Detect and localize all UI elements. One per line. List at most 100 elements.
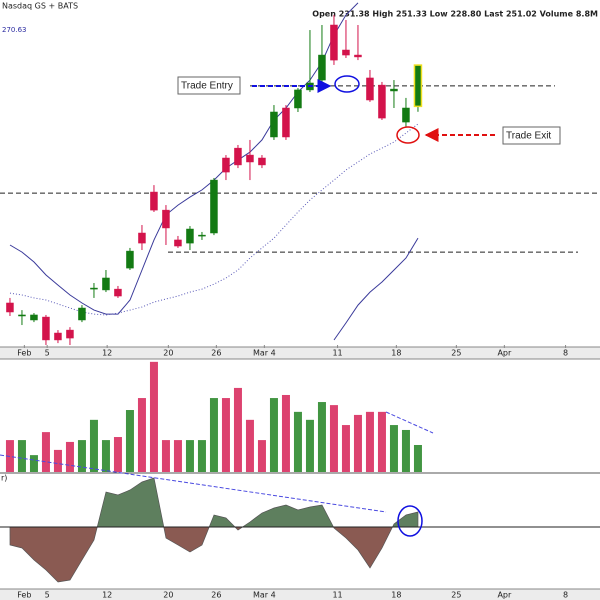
x-tick-label: 20 [163,349,173,358]
volume-bar [113,437,122,472]
volume-bar [101,440,110,472]
candle-body [42,316,50,341]
candle-body [150,191,158,211]
volume-bar [401,429,410,472]
volume-bar [173,440,182,472]
annotation: Trade Entry [181,81,233,92]
candle-body [102,277,110,291]
candle-body [162,209,170,229]
highlight-ellipse [397,505,423,537]
candle-body [402,107,410,123]
moving-average [333,237,419,341]
candle-body [366,77,374,101]
x-tick-label: Mar 4 [253,591,276,600]
candle-body [78,307,86,321]
candle-body [114,288,122,297]
volume-bar [89,419,98,472]
candle-body [138,232,146,244]
candle-body [318,54,326,81]
indicator-label: r) [1,474,7,483]
candle-body [342,49,350,56]
volume-bar [221,398,230,472]
volume-bar [317,402,326,472]
volume-bar [365,411,374,472]
volume-bar [77,440,86,472]
volume-bar [137,398,146,472]
volume-bar [41,432,50,472]
volume-bar [209,398,218,472]
candle-body [126,250,134,269]
candle-body [234,147,242,166]
x-tick-label: 8 [563,349,568,358]
x-tick-label: 11 [332,591,342,600]
candle-body [90,287,98,290]
annotation-box [177,76,241,95]
x-tick-label: 25 [451,349,461,358]
volume-bar [293,411,302,472]
x-tick-label: Feb [17,349,31,358]
volume-bar [161,440,170,472]
x-tick-label: 5 [45,591,50,600]
volume-bar [389,425,398,472]
candle-body [210,179,218,234]
candle-body [413,64,423,108]
candle-body [186,228,194,244]
axis-band [0,347,600,359]
exchange-label: Nasdaq GS + BATS [2,2,78,11]
volume-bar [257,440,266,472]
annotation: Trade Exit [506,131,551,142]
x-tick-label: 18 [391,591,401,600]
volume-bar [185,440,194,472]
volume-bar [233,387,242,472]
x-tick-label: 11 [332,349,342,358]
x-tick-label: 12 [102,349,112,358]
highlight-ellipse [334,75,360,93]
candle-body [270,111,278,138]
candle-body [18,314,26,317]
candle-body [54,332,62,341]
x-tick-label: 26 [211,349,221,358]
volume-bar [353,414,362,472]
trend-line [385,411,434,434]
x-tick-label: 18 [391,349,401,358]
x-tick-label: 20 [163,591,173,600]
candle-body [294,89,302,109]
annotation-box [502,126,561,145]
candle-body [330,24,338,61]
volume-bar [413,444,422,472]
volume-bar [29,455,38,472]
volume-bar [125,410,134,472]
ohlc-header: Open 231.38 High 251.33 Low 228.80 Last … [312,10,598,19]
volume-bar [341,425,350,472]
candle-body [390,88,398,92]
candle-body [258,157,266,166]
candle-body [198,234,206,237]
volume-bar [305,419,314,472]
x-tick-label: 5 [45,349,50,358]
volume-bar [197,440,206,472]
x-tick-label: Apr [497,591,512,600]
x-tick-label: 25 [451,591,461,600]
volume-bar [53,449,62,472]
candle-body [174,239,182,247]
x-tick-label: 26 [211,591,221,600]
candle-body [30,314,38,321]
x-tick-label: Feb [17,591,31,600]
candle-body [66,329,74,339]
candle-body [282,107,290,138]
moving-average [9,2,359,315]
volume-bar [269,398,278,472]
oscillator-area [9,477,419,583]
x-tick-label: Apr [497,349,512,358]
axis-band [0,589,600,600]
candle-body [246,154,254,163]
volume-bar [65,441,74,472]
trend-line [0,454,387,513]
x-tick-label: Mar 4 [253,349,276,358]
candle-body [222,157,230,173]
x-tick-label: 12 [102,591,112,600]
volume-bar [17,440,26,472]
volume-bar [5,440,14,472]
